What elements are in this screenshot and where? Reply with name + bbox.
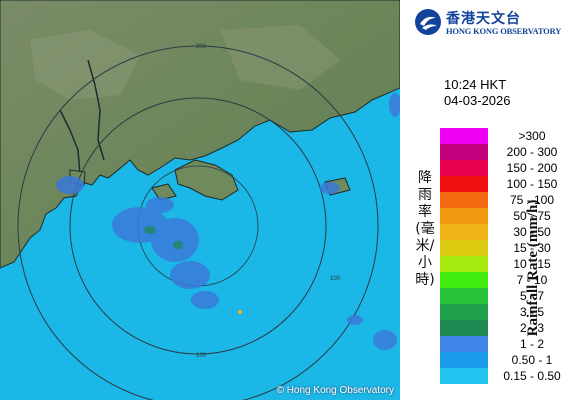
legend-title-zh: 降雨率(毫米/小時)	[415, 170, 435, 288]
legend-range-label: 30 - 50	[513, 225, 551, 239]
legend-row: 7 - 10	[440, 272, 570, 288]
info-panel: 香港天文台 HONG KONG OBSERVATORY 10:24 HKT 04…	[400, 0, 577, 400]
island	[151, 183, 177, 201]
legend-row: 75 - 100	[440, 192, 570, 208]
copyright-notice: © Hong Kong Observatory	[276, 385, 394, 396]
legend-range-label: 100 - 150	[506, 177, 558, 191]
legend-swatch	[440, 144, 488, 160]
terrain-patch	[30, 30, 140, 100]
legend-swatch	[440, 320, 488, 336]
legend-range-label: 7 - 10	[516, 273, 548, 287]
legend-row: 1 - 2	[440, 336, 570, 352]
legend-range-label: 200 - 300	[506, 145, 558, 159]
island	[174, 159, 239, 201]
legend-row: 30 - 50	[440, 224, 570, 240]
timestamp-time: 10:24 HKT	[444, 77, 507, 92]
range-ring-outer	[17, 45, 379, 400]
legend-swatch	[440, 208, 488, 224]
timestamp: 10:24 HKT 04-03-2026	[444, 77, 511, 109]
legend-row: 10 - 15	[440, 256, 570, 272]
legend-swatch	[440, 304, 488, 320]
legend-swatch	[440, 336, 488, 352]
legend-row: 100 - 150	[440, 176, 570, 192]
legend-swatch	[440, 256, 488, 272]
timestamp-date: 04-03-2026	[444, 93, 511, 108]
legend-swatch	[440, 240, 488, 256]
legend-row: 0.15 - 0.50	[440, 368, 570, 384]
legend-range-label: 150 - 200	[506, 161, 558, 175]
observatory-logo[interactable]: 香港天文台 HONG KONG OBSERVATORY	[414, 6, 574, 40]
legend-swatch	[440, 288, 488, 304]
legend-range-label: 2 - 3	[519, 321, 544, 335]
legend-title-en: Rainfall Rate (mm/h)	[525, 199, 541, 337]
rain-echoes-moderate	[144, 226, 183, 249]
legend-row: 50 - 75	[440, 208, 570, 224]
legend-range-label: 5 - 7	[519, 289, 544, 303]
legend-swatch	[440, 192, 488, 208]
legend-row: 2 - 3	[440, 320, 570, 336]
legend-row: 200 - 300	[440, 144, 570, 160]
rainfall-legend: >300 200 - 300 150 - 200 100 - 150 75 - 100 5…	[440, 128, 570, 384]
rain-echoes	[56, 93, 400, 350]
river	[59, 59, 105, 176]
rain-echo-heavy	[238, 310, 242, 314]
legend-swatch	[440, 368, 488, 384]
legend-swatch	[440, 128, 488, 144]
ring-label: 100	[330, 276, 341, 282]
legend-range-label: 0.50 - 1	[511, 353, 553, 367]
legend-range-label: 10 - 15	[513, 257, 551, 271]
legend-swatch	[440, 272, 488, 288]
legend-row: 150 - 200	[440, 160, 570, 176]
legend-row: 15 - 30	[440, 240, 570, 256]
legend-range-label: 1 - 2	[519, 337, 544, 351]
observatory-emblem-icon	[415, 9, 441, 35]
legend-row: 0.50 - 1	[440, 352, 570, 368]
terrain-patch	[220, 25, 340, 90]
legend-range-label: 0.15 - 0.50	[503, 369, 561, 383]
legend-range-label: 3 - 5	[519, 305, 544, 319]
legend-range-label: 50 - 75	[513, 209, 551, 223]
legend-range-label: 15 - 30	[513, 241, 551, 255]
legend-range-label: >300	[518, 129, 546, 143]
legend-swatch	[440, 176, 488, 192]
org-name-en: HONG KONG OBSERVATORY	[446, 26, 562, 36]
radar-map-graphic: 200 100 100	[0, 0, 400, 400]
ring-label: 200	[196, 44, 207, 50]
legend-swatch	[440, 160, 488, 176]
ring-label: 100	[196, 353, 207, 359]
range-ring-inner	[69, 97, 327, 355]
legend-row: >300	[440, 128, 570, 144]
legend-swatch	[440, 352, 488, 368]
legend-range-label: 75 - 100	[509, 193, 555, 207]
legend-row: 3 - 5	[440, 304, 570, 320]
radar-map[interactable]: 200 100 100 © Hong Kong Observatory	[0, 0, 400, 400]
legend-swatch	[440, 224, 488, 240]
org-name-zh: 香港天文台	[446, 11, 521, 27]
legend-row: 5 - 7	[440, 288, 570, 304]
